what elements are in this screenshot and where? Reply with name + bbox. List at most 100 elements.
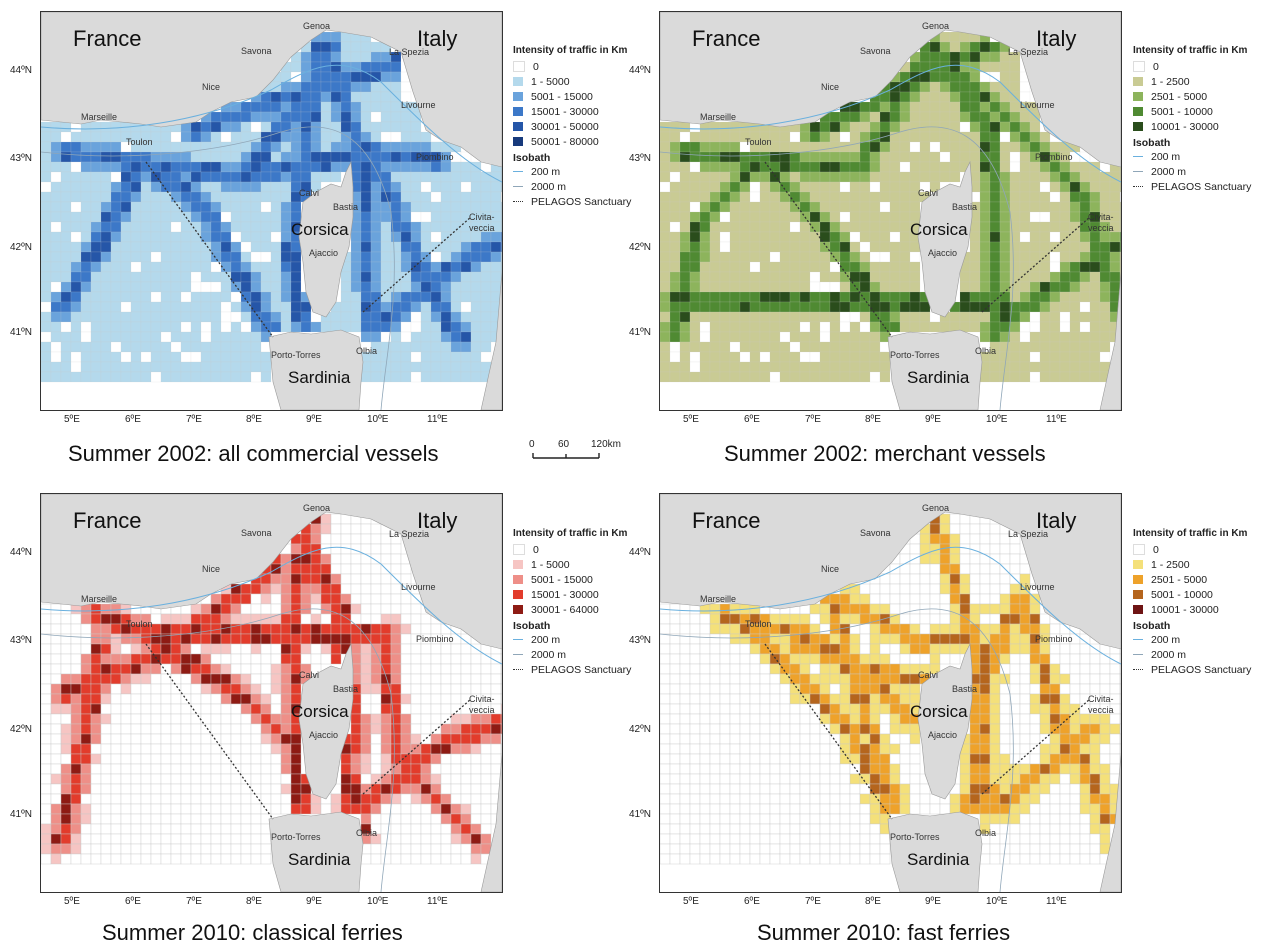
traffic-cell — [251, 594, 261, 604]
traffic-cell — [800, 744, 810, 754]
traffic-cell — [730, 122, 740, 132]
traffic-cell — [1000, 312, 1010, 322]
traffic-cell — [51, 824, 61, 834]
traffic-cell — [1020, 372, 1030, 382]
traffic-cell — [281, 272, 291, 282]
traffic-cell — [111, 322, 121, 332]
traffic-cell — [181, 152, 191, 162]
traffic-cell — [121, 794, 131, 804]
traffic-cell — [411, 624, 421, 634]
traffic-cell — [121, 634, 131, 644]
traffic-cell — [261, 654, 271, 664]
traffic-cell — [690, 332, 700, 342]
traffic-cell — [870, 694, 880, 704]
traffic-cell — [1080, 172, 1090, 182]
traffic-cell — [391, 242, 401, 252]
traffic-cell — [660, 794, 670, 804]
traffic-cell — [101, 142, 111, 152]
traffic-cell — [41, 644, 51, 654]
traffic-cell — [271, 754, 281, 764]
traffic-cell — [820, 754, 830, 764]
traffic-cell — [181, 222, 191, 232]
traffic-cell — [251, 242, 261, 252]
traffic-cell — [231, 794, 241, 804]
traffic-cell — [191, 302, 201, 312]
traffic-cell — [361, 252, 371, 262]
traffic-cell — [960, 302, 970, 312]
traffic-cell — [181, 624, 191, 634]
traffic-cell — [101, 634, 111, 644]
traffic-cell — [131, 684, 141, 694]
traffic-cell — [980, 282, 990, 292]
traffic-cell — [810, 352, 820, 362]
traffic-cell — [261, 372, 271, 382]
traffic-cell — [990, 132, 1000, 142]
traffic-cell — [870, 102, 880, 112]
traffic-cell — [221, 362, 231, 372]
traffic-cell — [830, 372, 840, 382]
traffic-cell — [41, 352, 51, 362]
traffic-cell — [431, 212, 441, 222]
traffic-cell — [670, 322, 680, 332]
traffic-cell — [980, 654, 990, 664]
traffic-cell — [431, 834, 441, 844]
traffic-cell — [980, 232, 990, 242]
traffic-cell — [860, 342, 870, 352]
traffic-cell — [740, 634, 750, 644]
traffic-cell — [1090, 192, 1100, 202]
traffic-cell — [101, 232, 111, 242]
traffic-cell — [371, 634, 381, 644]
traffic-cell — [301, 654, 311, 664]
traffic-cell — [990, 694, 1000, 704]
traffic-cell — [241, 794, 251, 804]
traffic-cell — [900, 192, 910, 202]
traffic-cell — [141, 312, 151, 322]
traffic-cell — [41, 724, 51, 734]
traffic-cell — [141, 814, 151, 824]
traffic-cell — [371, 764, 381, 774]
traffic-cell — [171, 172, 181, 182]
legend-item: 30001 - 64000 — [513, 602, 631, 617]
traffic-cell — [81, 182, 91, 192]
traffic-cell — [291, 102, 301, 112]
traffic-cell — [111, 684, 121, 694]
traffic-cell — [151, 654, 161, 664]
traffic-cell — [990, 604, 1000, 614]
traffic-cell — [41, 342, 51, 352]
traffic-cell — [750, 764, 760, 774]
traffic-cell — [181, 784, 191, 794]
traffic-cell — [431, 744, 441, 754]
traffic-cell — [1060, 764, 1070, 774]
traffic-cell — [890, 292, 900, 302]
traffic-cell — [790, 332, 800, 342]
traffic-cell — [101, 764, 111, 774]
traffic-cell — [720, 694, 730, 704]
traffic-cell — [970, 714, 980, 724]
traffic-cell — [910, 764, 920, 774]
traffic-cell — [950, 312, 960, 322]
traffic-cell — [261, 844, 271, 854]
traffic-cell — [301, 534, 311, 544]
traffic-cell — [770, 744, 780, 754]
map-label-piombino: Piombino — [416, 634, 454, 644]
traffic-cell — [880, 684, 890, 694]
traffic-cell — [860, 614, 870, 624]
traffic-cell — [491, 754, 501, 764]
traffic-cell — [670, 654, 680, 664]
traffic-cell — [131, 252, 141, 262]
traffic-cell — [720, 644, 730, 654]
traffic-cell — [670, 242, 680, 252]
traffic-cell — [201, 212, 211, 222]
traffic-cell — [670, 804, 680, 814]
traffic-cell — [1000, 784, 1010, 794]
lat-tick: 41ºN — [10, 809, 32, 820]
traffic-cell — [61, 694, 71, 704]
traffic-cell — [181, 834, 191, 844]
traffic-cell — [491, 242, 501, 252]
traffic-cell — [1020, 664, 1030, 674]
traffic-cell — [91, 814, 101, 824]
traffic-cell — [700, 754, 710, 764]
traffic-cell — [750, 342, 760, 352]
traffic-cell — [411, 222, 421, 232]
isobath-2000-line — [513, 654, 523, 655]
